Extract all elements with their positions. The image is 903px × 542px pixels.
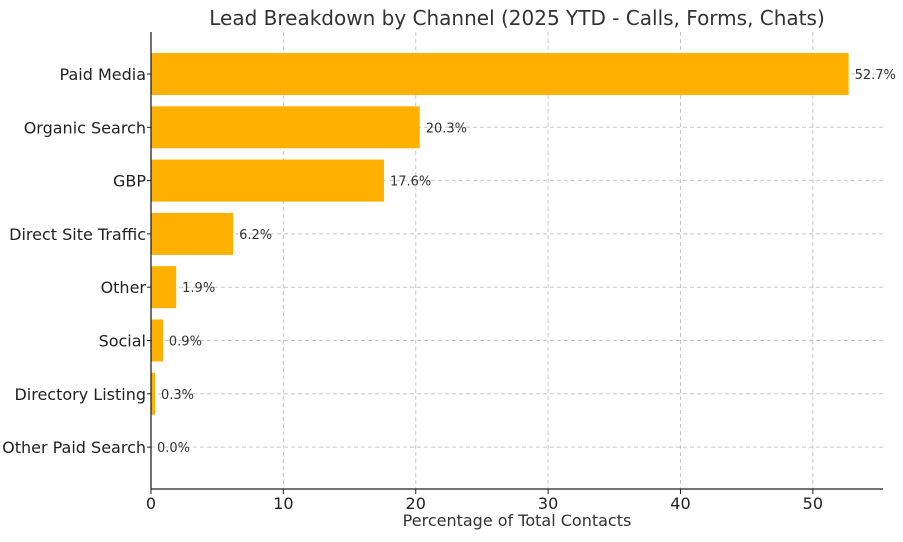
category-label: GBP: [113, 172, 146, 191]
x-tick-label: 50: [803, 494, 823, 513]
bar: [151, 106, 420, 149]
axes-layer: [150, 32, 883, 490]
x-tick-label: 10: [273, 494, 293, 513]
category-label: Social: [99, 332, 146, 351]
category-label: Other: [101, 278, 147, 297]
bar: [151, 212, 234, 255]
bar: [151, 372, 155, 415]
value-label: 0.3%: [161, 388, 194, 403]
grid-layer: [150, 32, 883, 489]
value-label: 6.2%: [239, 228, 272, 243]
labels-layer: 0 10 20 30 40 50 Paid Media 52.7% Organic Search…: [2, 65, 896, 513]
bar: [151, 319, 163, 362]
value-label: 52.7%: [855, 68, 896, 83]
category-label: Paid Media: [60, 65, 146, 84]
chart-title: Lead Breakdown by Channel (2025 YTD - Ca…: [209, 6, 825, 30]
category-label: Other Paid Search: [2, 438, 146, 457]
bar: [151, 159, 384, 202]
bar: [151, 266, 177, 309]
value-label: 20.3%: [426, 121, 467, 136]
value-label: 0.0%: [157, 441, 190, 456]
x-tick-label: 20: [406, 494, 426, 513]
x-tick-label: 40: [670, 494, 690, 513]
value-label: 1.9%: [182, 281, 215, 296]
category-label: Organic Search: [24, 118, 146, 137]
category-label: Direct Site Traffic: [9, 225, 146, 244]
x-tick-label: 30: [538, 494, 558, 513]
category-label: Directory Listing: [14, 385, 146, 404]
value-label: 17.6%: [390, 175, 431, 190]
value-label: 0.9%: [169, 335, 202, 350]
bars-layer: [151, 53, 849, 415]
x-axis-title: Percentage of Total Contacts: [403, 511, 632, 530]
x-tick-label: 0: [146, 494, 156, 513]
bar: [151, 53, 849, 95]
